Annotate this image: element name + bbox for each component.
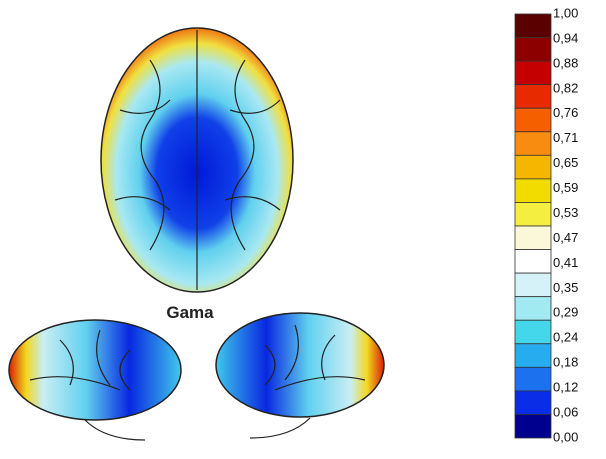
colorbar-swatch <box>514 414 552 439</box>
colorbar-swatch <box>514 390 552 415</box>
colorbar-swatch <box>514 131 552 156</box>
colorbar-label: 0,71 <box>553 130 578 145</box>
colorbar-swatch <box>514 154 552 180</box>
colorbar-label: 0,35 <box>553 280 578 295</box>
colorbar-label: 0,29 <box>553 305 578 320</box>
colorbar-label: 0,76 <box>553 105 578 120</box>
colorbar-label: 0,94 <box>553 30 578 45</box>
colorbar-label: 0,41 <box>553 255 578 270</box>
colorbar-swatch <box>514 272 552 298</box>
colorbar-label: 0,00 <box>553 429 578 444</box>
colorbar-label: 0,59 <box>553 180 578 195</box>
colorbar-swatch <box>514 178 552 203</box>
colorbar-swatch <box>514 296 552 321</box>
brain-right-view <box>215 312 385 439</box>
colorbar-swatch <box>514 13 552 38</box>
colorbar-swatch <box>514 343 552 368</box>
colorbar: 1,00 0,94 0,88 0,82 0,76 0,71 0,65 0,59 0,53 0,47… <box>514 5 578 444</box>
colorbar-label: 0,18 <box>553 355 578 370</box>
colorbar-swatch <box>514 107 552 133</box>
colorbar-swatch <box>514 249 552 274</box>
colorbar-swatch <box>514 319 552 345</box>
colorbar-label: 0,24 <box>553 330 578 345</box>
colorbar-label: 0,88 <box>553 55 578 70</box>
colorbar-swatch <box>514 60 552 86</box>
colorbar-label: 0,06 <box>553 404 578 419</box>
colorbar-label: 0,65 <box>553 155 578 170</box>
brain-top-view <box>100 27 294 293</box>
colorbar-label: 0,47 <box>553 230 578 245</box>
colorbar-swatch <box>514 225 552 250</box>
colorbar-swatch <box>514 84 552 109</box>
colorbar-label: 0,12 <box>553 380 578 395</box>
colorbar-swatch <box>514 366 552 392</box>
colorbar-swatch <box>514 37 552 62</box>
colorbar-label: 0,53 <box>553 205 578 220</box>
figure-label: Gama <box>166 303 214 322</box>
colorbar-label: 1,00 <box>553 5 578 20</box>
colorbar-swatch <box>514 202 552 227</box>
colorbar-label: 0,82 <box>553 80 578 95</box>
brain-left-view <box>8 319 182 441</box>
